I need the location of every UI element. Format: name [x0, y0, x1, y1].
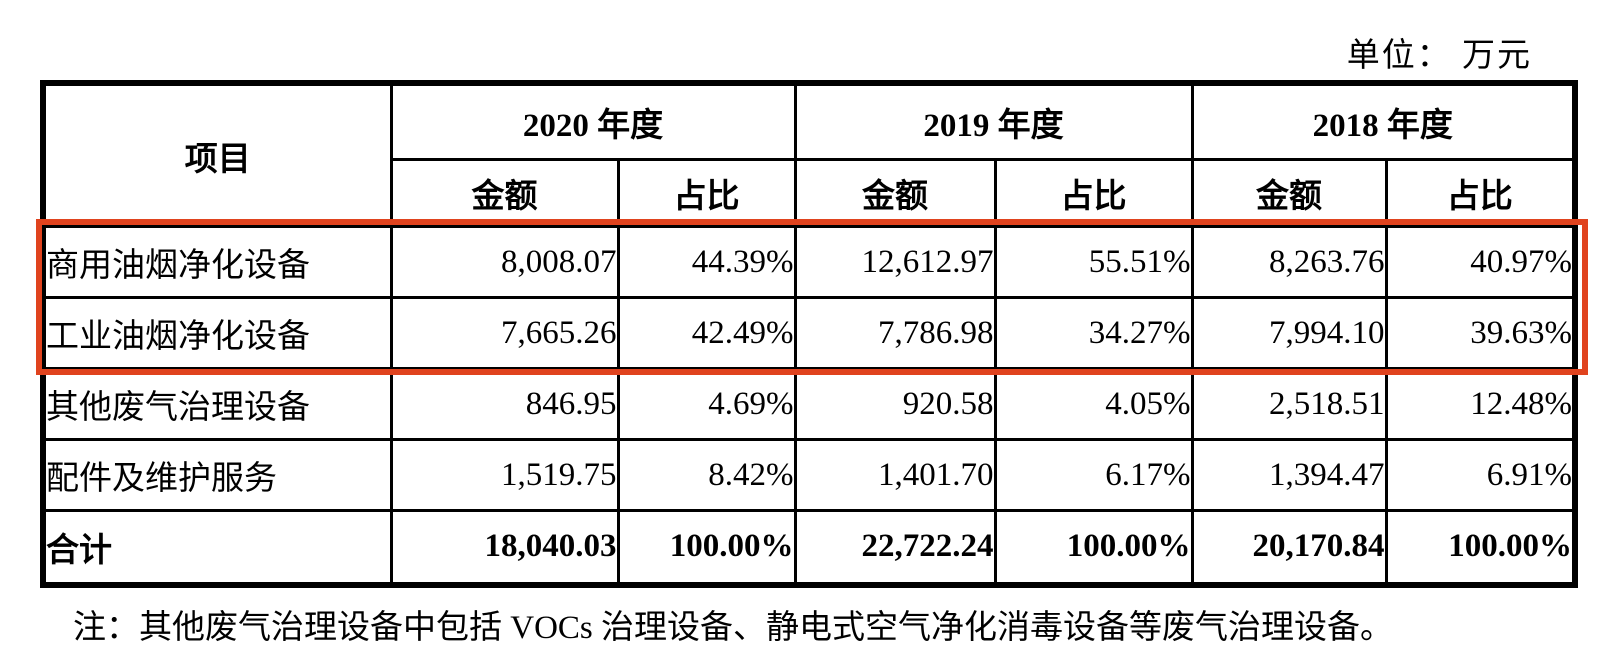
- ratio-2018: 12.48%: [1384, 367, 1577, 441]
- column-header-amount-2020: 金额: [389, 158, 620, 228]
- column-header-item: 项目: [41, 81, 393, 228]
- table-row-other-waste-gas-equipment: 其他废气治理设备 846.95 4.69% 920.58 4.05% 2,518…: [41, 367, 1577, 441]
- total-ratio-2018: 100.00%: [1384, 509, 1577, 586]
- ratio-2020: 42.49%: [616, 296, 797, 370]
- header-row-years: 项目 2020 年度 2019 年度 2018 年度: [41, 81, 1577, 228]
- ratio-2018: 6.91%: [1384, 438, 1577, 512]
- ratio-2020: 44.39%: [616, 225, 797, 299]
- total-label: 合计: [41, 509, 393, 586]
- amount-2019: 920.58: [793, 367, 997, 441]
- ratio-2020: 8.42%: [616, 438, 797, 512]
- ratio-2019: 34.27%: [993, 296, 1194, 370]
- column-header-year-2019: 2019 年度: [793, 81, 1194, 161]
- footnote: 注：其他废气治理设备中包括 VOCs 治理设备、静电式空气净化消毒设备等废气治理…: [73, 610, 1394, 646]
- amount-2019: 7,786.98: [793, 296, 997, 370]
- amount-2018: 1,394.47: [1190, 438, 1388, 512]
- amount-2018: 2,518.51: [1190, 367, 1388, 441]
- amount-2020: 7,665.26: [389, 296, 620, 370]
- amount-2020: 1,519.75: [389, 438, 620, 512]
- ratio-2018: 40.97%: [1384, 225, 1577, 299]
- table-row-industrial-fume-purification: 工业油烟净化设备 7,665.26 42.49% 7,786.98 34.27%…: [41, 296, 1577, 370]
- column-header-amount-2019: 金额: [793, 158, 997, 228]
- total-ratio-2019: 100.00%: [993, 509, 1194, 586]
- amount-2019: 1,401.70: [793, 438, 997, 512]
- column-header-ratio-2020: 占比: [616, 158, 797, 228]
- table-row-commercial-fume-purification: 商用油烟净化设备 8,008.07 44.39% 12,612.97 55.51…: [41, 225, 1577, 299]
- amount-2020: 846.95: [389, 367, 620, 441]
- row-item-label: 商用油烟净化设备: [41, 225, 393, 299]
- amount-2018: 7,994.10: [1190, 296, 1388, 370]
- total-ratio-2020: 100.00%: [616, 509, 797, 586]
- total-amount-2020: 18,040.03: [389, 509, 620, 586]
- ratio-2020: 4.69%: [616, 367, 797, 441]
- column-header-ratio-2018: 占比: [1384, 158, 1577, 228]
- amount-2019: 12,612.97: [793, 225, 997, 299]
- row-item-label: 工业油烟净化设备: [41, 296, 393, 370]
- row-item-label: 其他废气治理设备: [41, 367, 393, 441]
- ratio-2018: 39.63%: [1384, 296, 1577, 370]
- amount-2020: 8,008.07: [389, 225, 620, 299]
- ratio-2019: 6.17%: [993, 438, 1194, 512]
- column-header-amount-2018: 金额: [1190, 158, 1388, 228]
- column-header-year-2018: 2018 年度: [1190, 81, 1577, 161]
- amount-2018: 8,263.76: [1190, 225, 1388, 299]
- column-header-year-2020: 2020 年度: [389, 81, 797, 161]
- table-row-total: 合计 18,040.03 100.00% 22,722.24 100.00% 2…: [41, 509, 1577, 586]
- ratio-2019: 55.51%: [993, 225, 1194, 299]
- table-row-parts-and-maintenance: 配件及维护服务 1,519.75 8.42% 1,401.70 6.17% 1,…: [41, 438, 1577, 512]
- ratio-2019: 4.05%: [993, 367, 1194, 441]
- column-header-ratio-2019: 占比: [993, 158, 1194, 228]
- header-row-measures: 金额 占比 金额 占比 金额 占比: [43, 158, 1577, 228]
- total-amount-2018: 20,170.84: [1190, 509, 1388, 586]
- row-item-label: 配件及维护服务: [41, 438, 393, 512]
- unit-label: 单位： 万元: [1346, 38, 1532, 74]
- total-amount-2019: 22,722.24: [793, 509, 997, 586]
- revenue-breakdown-table: 项目 2020 年度 2019 年度 2018 年度 金额 占比 金额 占比 金…: [40, 80, 1578, 588]
